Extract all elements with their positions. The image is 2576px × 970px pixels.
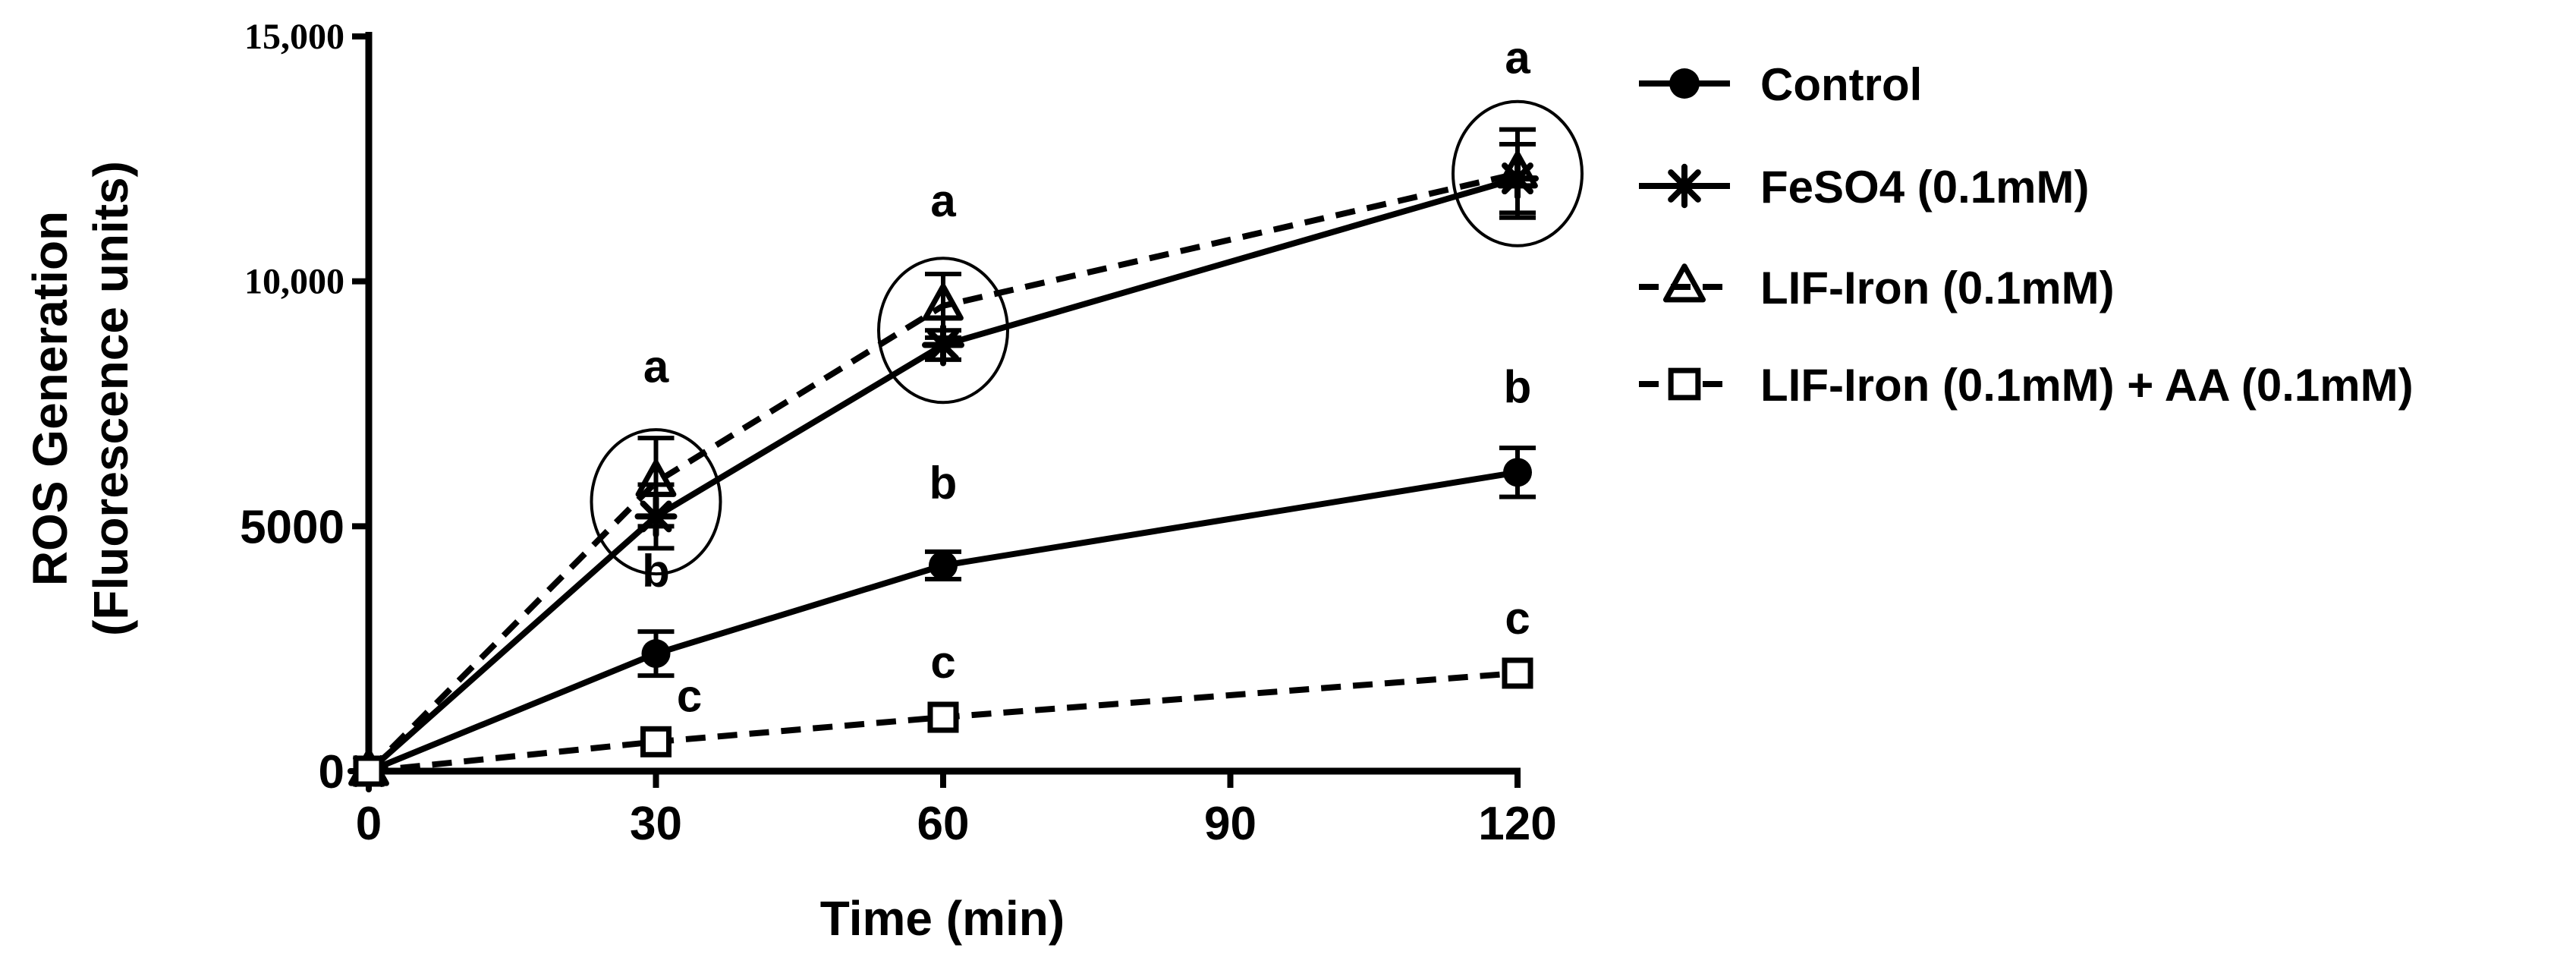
- significance-label: b: [1504, 361, 1532, 412]
- marker-circle: [1503, 458, 1532, 487]
- series-lines: [366, 170, 1519, 774]
- significance-label: a: [930, 175, 956, 226]
- significance-label: c: [1505, 593, 1530, 644]
- marker-asterisk: [922, 323, 964, 367]
- significance-label: b: [642, 546, 670, 597]
- legend-label: Control: [1760, 59, 1922, 110]
- marker-square: [353, 755, 385, 787]
- series-line-0: [367, 469, 1518, 774]
- marker-triangle: [635, 459, 677, 497]
- marker-square: [1502, 657, 1533, 689]
- marker-circle: [929, 550, 958, 580]
- legend-label: LIF-Iron (0.1mM): [1760, 263, 2115, 313]
- legend-label: FeSO4 (0.1mM): [1760, 162, 2089, 213]
- highlight-ellipse: [590, 428, 722, 576]
- significance-label: a: [643, 341, 669, 392]
- legend-label: LIF-Iron (0.1mM) + AA (0.1mM): [1760, 360, 2414, 411]
- y-tick-label: 10,000: [244, 262, 344, 302]
- legend-item: Control: [1639, 59, 1922, 110]
- highlight-ellipse: [1452, 99, 1584, 247]
- y-tick-label: 15,000: [244, 17, 344, 57]
- series-line-2: [366, 170, 1518, 773]
- x-tick-label: 90: [1204, 798, 1257, 850]
- annotations: [590, 99, 1584, 576]
- marker-triangle: [1497, 151, 1538, 189]
- marker-square: [640, 726, 672, 757]
- series-line-3: [368, 669, 1518, 774]
- marker-asterisk: [1662, 163, 1707, 209]
- y-tick-label: 5000: [240, 501, 344, 553]
- series-line-1: [366, 175, 1519, 773]
- marker-triangle: [923, 283, 964, 321]
- axes: 0 5000 10,000 15,000 0 30 60 90 120: [240, 17, 1557, 850]
- significance-label: b: [929, 458, 958, 509]
- marker-triangle: [1662, 263, 1706, 303]
- y-axis-label-line1: ROS Generation: [23, 211, 77, 586]
- marker-square: [927, 701, 959, 733]
- asterisk-stroke: [927, 329, 959, 361]
- legend: Control FeSO4 (0.1mM) LIF-Iron (0.1mM) LIF-…: [1639, 59, 2414, 411]
- significance-label: c: [677, 670, 702, 721]
- asterisk-stroke: [1668, 169, 1701, 203]
- marker-circle: [641, 639, 671, 669]
- marker-asterisk: [634, 495, 678, 538]
- legend-item: LIF-Iron (0.1mM): [1639, 263, 2115, 313]
- y-axis-label-line2: (Fluorescence units): [83, 161, 138, 636]
- legend-item: FeSO4 (0.1mM): [1639, 162, 2089, 213]
- marker-square: [1668, 367, 1701, 401]
- y-tick-label: 0: [319, 746, 344, 798]
- highlight-ellipse: [877, 257, 1009, 405]
- x-tick-label: 30: [630, 798, 682, 850]
- x-tick-label: 0: [356, 798, 382, 850]
- significance-label: c: [930, 637, 955, 688]
- x-axis-label: Time (min): [820, 891, 1065, 946]
- marker-circle: [1669, 68, 1700, 99]
- legend-item: LIF-Iron (0.1mM) + AA (0.1mM): [1639, 360, 2414, 411]
- asterisk-stroke: [640, 500, 672, 533]
- significance-labels: b b b a a a c c c: [642, 33, 1531, 722]
- significance-label: a: [1505, 33, 1530, 83]
- data-markers: [348, 151, 1539, 792]
- x-tick-label: 60: [917, 798, 970, 850]
- x-tick-label: 120: [1478, 798, 1556, 850]
